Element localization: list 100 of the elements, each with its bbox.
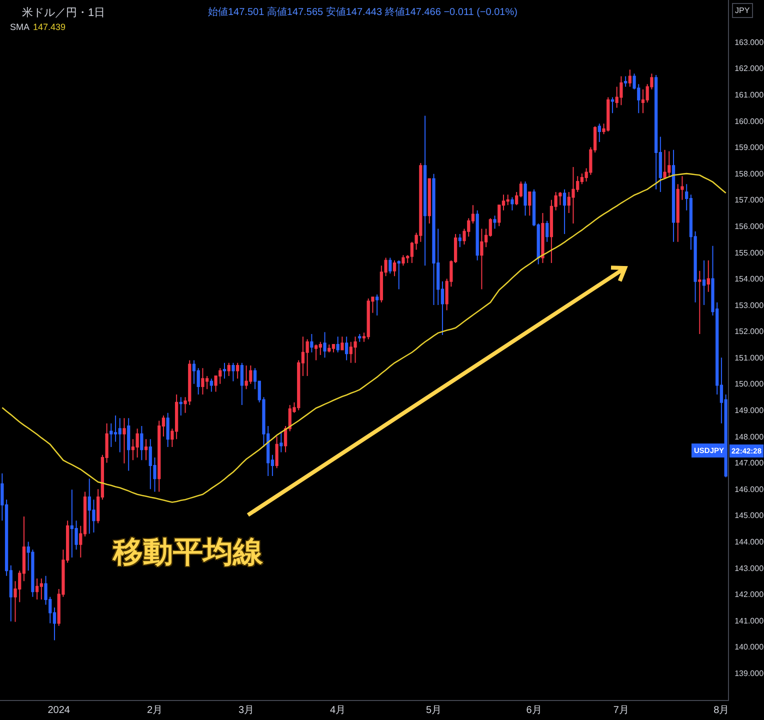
candlestick — [140, 426, 144, 461]
text: 始値147.501 高値147.565 安値147.443 終値147.466 −0.011 (−0.01%) — [208, 6, 518, 18]
candlestick — [376, 294, 379, 316]
y-tick-label: 162.000 — [734, 64, 764, 74]
candlestick — [624, 76, 628, 88]
candlestick — [136, 428, 139, 458]
x-tick-label: 7月 — [613, 705, 629, 716]
x-tick-label: 3月 — [238, 705, 254, 716]
y-tick-label: 139.000 — [734, 668, 764, 678]
candlestick — [328, 344, 331, 353]
candlestick — [344, 336, 348, 361]
y-tick-label: 141.000 — [734, 616, 764, 626]
candlestick — [428, 178, 431, 224]
candlestick — [340, 336, 344, 350]
candlestick — [127, 418, 130, 472]
y-tick-label: 148.000 — [734, 432, 764, 442]
candlestick — [388, 257, 392, 274]
candlestick — [227, 362, 230, 377]
candlestick — [610, 96, 614, 114]
candlestick — [122, 418, 126, 464]
y-tick-label: 142.000 — [734, 590, 764, 600]
x-tick-label: 4月 — [330, 705, 346, 716]
candlestick — [423, 115, 427, 266]
y-tick-label: 143.000 — [734, 564, 764, 573]
candlestick — [663, 149, 666, 180]
y-tick-label: 153.000 — [734, 300, 764, 310]
candlestick — [546, 220, 549, 242]
y-tick-label: 163.000 — [734, 38, 764, 47]
candlestick — [306, 338, 309, 377]
candlestick — [354, 336, 357, 364]
y-tick-label: 157.000 — [734, 196, 764, 205]
y-tick-label: 158.000 — [734, 169, 764, 178]
candlestick — [528, 191, 532, 216]
y-tick-label: 150.000 — [734, 380, 764, 389]
candlestick — [210, 378, 213, 392]
candlestick — [35, 578, 39, 600]
candlestick — [144, 438, 148, 461]
candlestick — [698, 270, 702, 334]
y-tick-label: 159.000 — [734, 143, 764, 152]
candlestick — [598, 123, 601, 142]
y-tick-label: 151.000 — [734, 353, 764, 362]
candlestick — [397, 260, 400, 290]
candlestick — [179, 396, 182, 416]
candlestick — [476, 210, 479, 261]
candlestick — [432, 173, 436, 306]
candlestick — [672, 149, 676, 242]
text: SMA — [10, 22, 30, 32]
candlestick — [222, 362, 226, 380]
y-tick-label: 140.000 — [734, 642, 764, 652]
y-tick-label: 152.000 — [734, 327, 764, 336]
annotation: 147.439 — [33, 22, 66, 32]
y-tick-label: 147.000 — [734, 458, 764, 468]
annotation: 移動平均線 — [112, 536, 264, 569]
y-tick-label: 161.000 — [734, 90, 764, 100]
y-tick-label: 155.000 — [734, 248, 764, 258]
y-axis-title: JPY — [735, 6, 750, 15]
candlestick — [314, 344, 318, 361]
candlestick — [562, 188, 566, 235]
candlestick — [284, 426, 288, 453]
candlestick — [275, 436, 278, 469]
x-tick-label: 6月 — [526, 705, 542, 716]
candlestick — [332, 344, 336, 353]
candlestick — [706, 260, 710, 292]
y-tick-label: 144.000 — [734, 538, 764, 546]
candlestick — [310, 333, 314, 353]
x-tick-label: 2月 — [146, 705, 163, 716]
candlestick — [524, 180, 527, 216]
x-tick-label: 8月 — [714, 705, 730, 716]
candlestick — [541, 212, 544, 264]
candlestick — [392, 260, 396, 277]
candlestick — [236, 362, 240, 380]
candlestick — [118, 418, 122, 453]
candlestick — [620, 76, 623, 106]
candlestick — [572, 166, 575, 224]
y-tick-label: 149.000 — [734, 406, 764, 416]
text: 米ドル／円・1日 — [22, 6, 106, 19]
candlestick — [358, 333, 362, 342]
y-tick-label: 160.000 — [734, 116, 764, 126]
candlestick — [240, 362, 244, 406]
y-tick-label: 154.000 — [734, 274, 764, 284]
candlestick — [280, 430, 283, 453]
candlestick — [323, 332, 326, 358]
candlestick — [40, 578, 43, 600]
y-tick-label: 145.000 — [734, 511, 764, 520]
x-tick-label: 2024 — [48, 705, 70, 716]
candlestick — [336, 336, 340, 353]
candlestick — [201, 368, 204, 395]
y-tick-label: 146.000 — [734, 484, 764, 494]
candlestick — [402, 254, 405, 266]
candlestick — [493, 215, 496, 230]
y-tick-label: 156.000 — [734, 222, 764, 231]
candlestick — [458, 234, 462, 248]
candlestick — [510, 196, 514, 211]
candlestick — [480, 228, 484, 290]
x-tick-label: 5月 — [426, 705, 442, 716]
line-series — [2, 172, 726, 503]
candlestick — [702, 260, 706, 306]
candlestick — [628, 69, 632, 88]
candlestick — [244, 365, 248, 390]
candlestick — [166, 412, 170, 448]
